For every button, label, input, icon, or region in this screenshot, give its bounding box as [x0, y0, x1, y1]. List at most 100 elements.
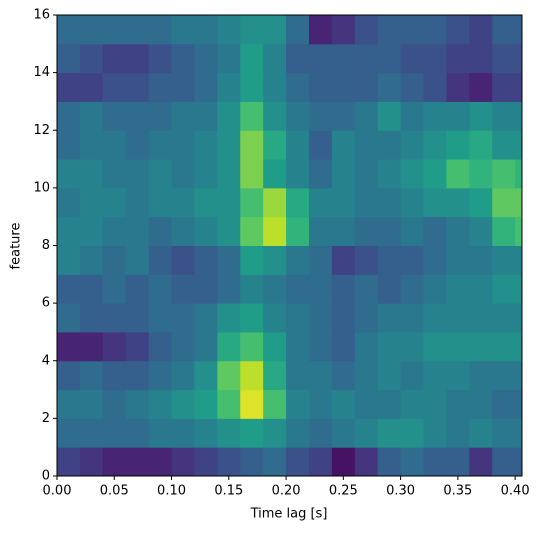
heatmap-cell — [377, 43, 402, 74]
heatmap-cell — [515, 418, 523, 448]
heatmap-cell — [125, 418, 150, 448]
heatmap-cell — [217, 447, 241, 477]
heatmap-cell — [446, 15, 470, 45]
heatmap-cell — [125, 303, 150, 333]
heatmap-cell — [148, 43, 173, 74]
x-tick-label: 0.05 — [100, 484, 129, 499]
heatmap-cell — [148, 245, 173, 275]
heatmap-cell — [102, 303, 127, 333]
heatmap-cell — [286, 331, 310, 362]
heatmap-cell — [102, 274, 127, 304]
heatmap-cell — [492, 15, 516, 45]
heatmap-cell — [515, 72, 523, 102]
heatmap-cell — [148, 101, 173, 131]
heatmap-cell — [400, 101, 425, 131]
heatmap-cell — [331, 331, 356, 362]
heatmap-cell — [354, 447, 379, 477]
heatmap-cell — [240, 389, 264, 419]
heatmap-cell — [171, 303, 195, 333]
heatmap-cell — [469, 389, 493, 419]
heatmap-cell — [240, 303, 264, 333]
heatmap-cell — [263, 43, 287, 74]
heatmap-cell — [377, 187, 402, 218]
heatmap-cell — [492, 216, 516, 246]
heatmap-cell — [194, 245, 218, 275]
heatmap-cell — [331, 360, 356, 391]
heatmap-cell — [194, 130, 218, 160]
heatmap-cell — [515, 331, 523, 362]
heatmap-cell — [57, 360, 81, 391]
heatmap-cell — [286, 216, 310, 246]
heatmap-cell — [423, 389, 447, 419]
heatmap-cell — [446, 303, 470, 333]
heatmap-cell — [446, 216, 470, 246]
heatmap-cell — [423, 418, 447, 448]
heatmap-cell — [515, 245, 523, 275]
heatmap-cell — [171, 101, 195, 131]
heatmap-cell — [240, 43, 264, 74]
heatmap-cell — [446, 159, 470, 189]
heatmap-cell — [125, 274, 150, 304]
heatmap-cell — [423, 216, 447, 246]
heatmap-cell — [286, 101, 310, 131]
heatmap-cell — [515, 389, 523, 419]
y-tick-label: 10 — [33, 180, 50, 195]
heatmap-cell — [308, 418, 333, 448]
y-tick-label: 4 — [42, 353, 50, 368]
heatmap-cell — [286, 130, 310, 160]
heatmap-cell — [308, 216, 333, 246]
heatmap-cell — [217, 101, 241, 131]
heatmap-cell — [57, 101, 81, 131]
heatmap-cell — [286, 159, 310, 189]
x-tick-label: 0.25 — [329, 484, 358, 499]
heatmap-cell — [240, 360, 264, 391]
heatmap-cell — [446, 360, 470, 391]
heatmap-cell — [400, 331, 425, 362]
heatmap-cell — [79, 245, 104, 275]
x-tick-label: 0.30 — [386, 484, 415, 499]
heatmap-cell — [240, 331, 264, 362]
heatmap-cell — [377, 303, 402, 333]
heatmap-cell — [446, 389, 470, 419]
heatmap-cell — [263, 216, 287, 246]
y-tick-label: 16 — [33, 8, 50, 23]
heatmap-cell — [102, 15, 127, 45]
heatmap-cell — [102, 389, 127, 419]
heatmap-cell — [286, 360, 310, 391]
heatmap-cell — [446, 187, 470, 218]
heatmap-cell — [286, 187, 310, 218]
heatmap-cell — [308, 43, 333, 74]
heatmap-cell — [286, 418, 310, 448]
heatmap-cell — [171, 72, 195, 102]
heatmap-cell — [102, 159, 127, 189]
heatmap-cell — [515, 159, 523, 189]
heatmap-cell — [57, 159, 81, 189]
heatmap-cell — [423, 72, 447, 102]
heatmap-cell — [446, 274, 470, 304]
heatmap-cell — [400, 245, 425, 275]
heatmap-cell — [515, 187, 523, 218]
heatmap-cell — [446, 418, 470, 448]
heatmap-cell — [102, 360, 127, 391]
heatmap-cell — [469, 130, 493, 160]
heatmap-cell — [263, 72, 287, 102]
heatmap-cell — [240, 159, 264, 189]
heatmap-cell — [79, 101, 104, 131]
heatmap-cell — [400, 274, 425, 304]
heatmap-cell — [400, 43, 425, 74]
heatmap-cell — [240, 101, 264, 131]
heatmap-cell — [308, 447, 333, 477]
heatmap-cell — [308, 389, 333, 419]
heatmap-cell — [354, 389, 379, 419]
heatmap-cell — [446, 331, 470, 362]
heatmap-cell — [171, 15, 195, 45]
heatmap-cell — [308, 331, 333, 362]
heatmap-cell — [217, 274, 241, 304]
heatmap-cell — [79, 447, 104, 477]
heatmap-cell — [515, 216, 523, 246]
heatmap-cell — [217, 187, 241, 218]
heatmap-cell — [102, 447, 127, 477]
y-tick-label: 6 — [42, 296, 50, 311]
heatmap-cell — [492, 187, 516, 218]
